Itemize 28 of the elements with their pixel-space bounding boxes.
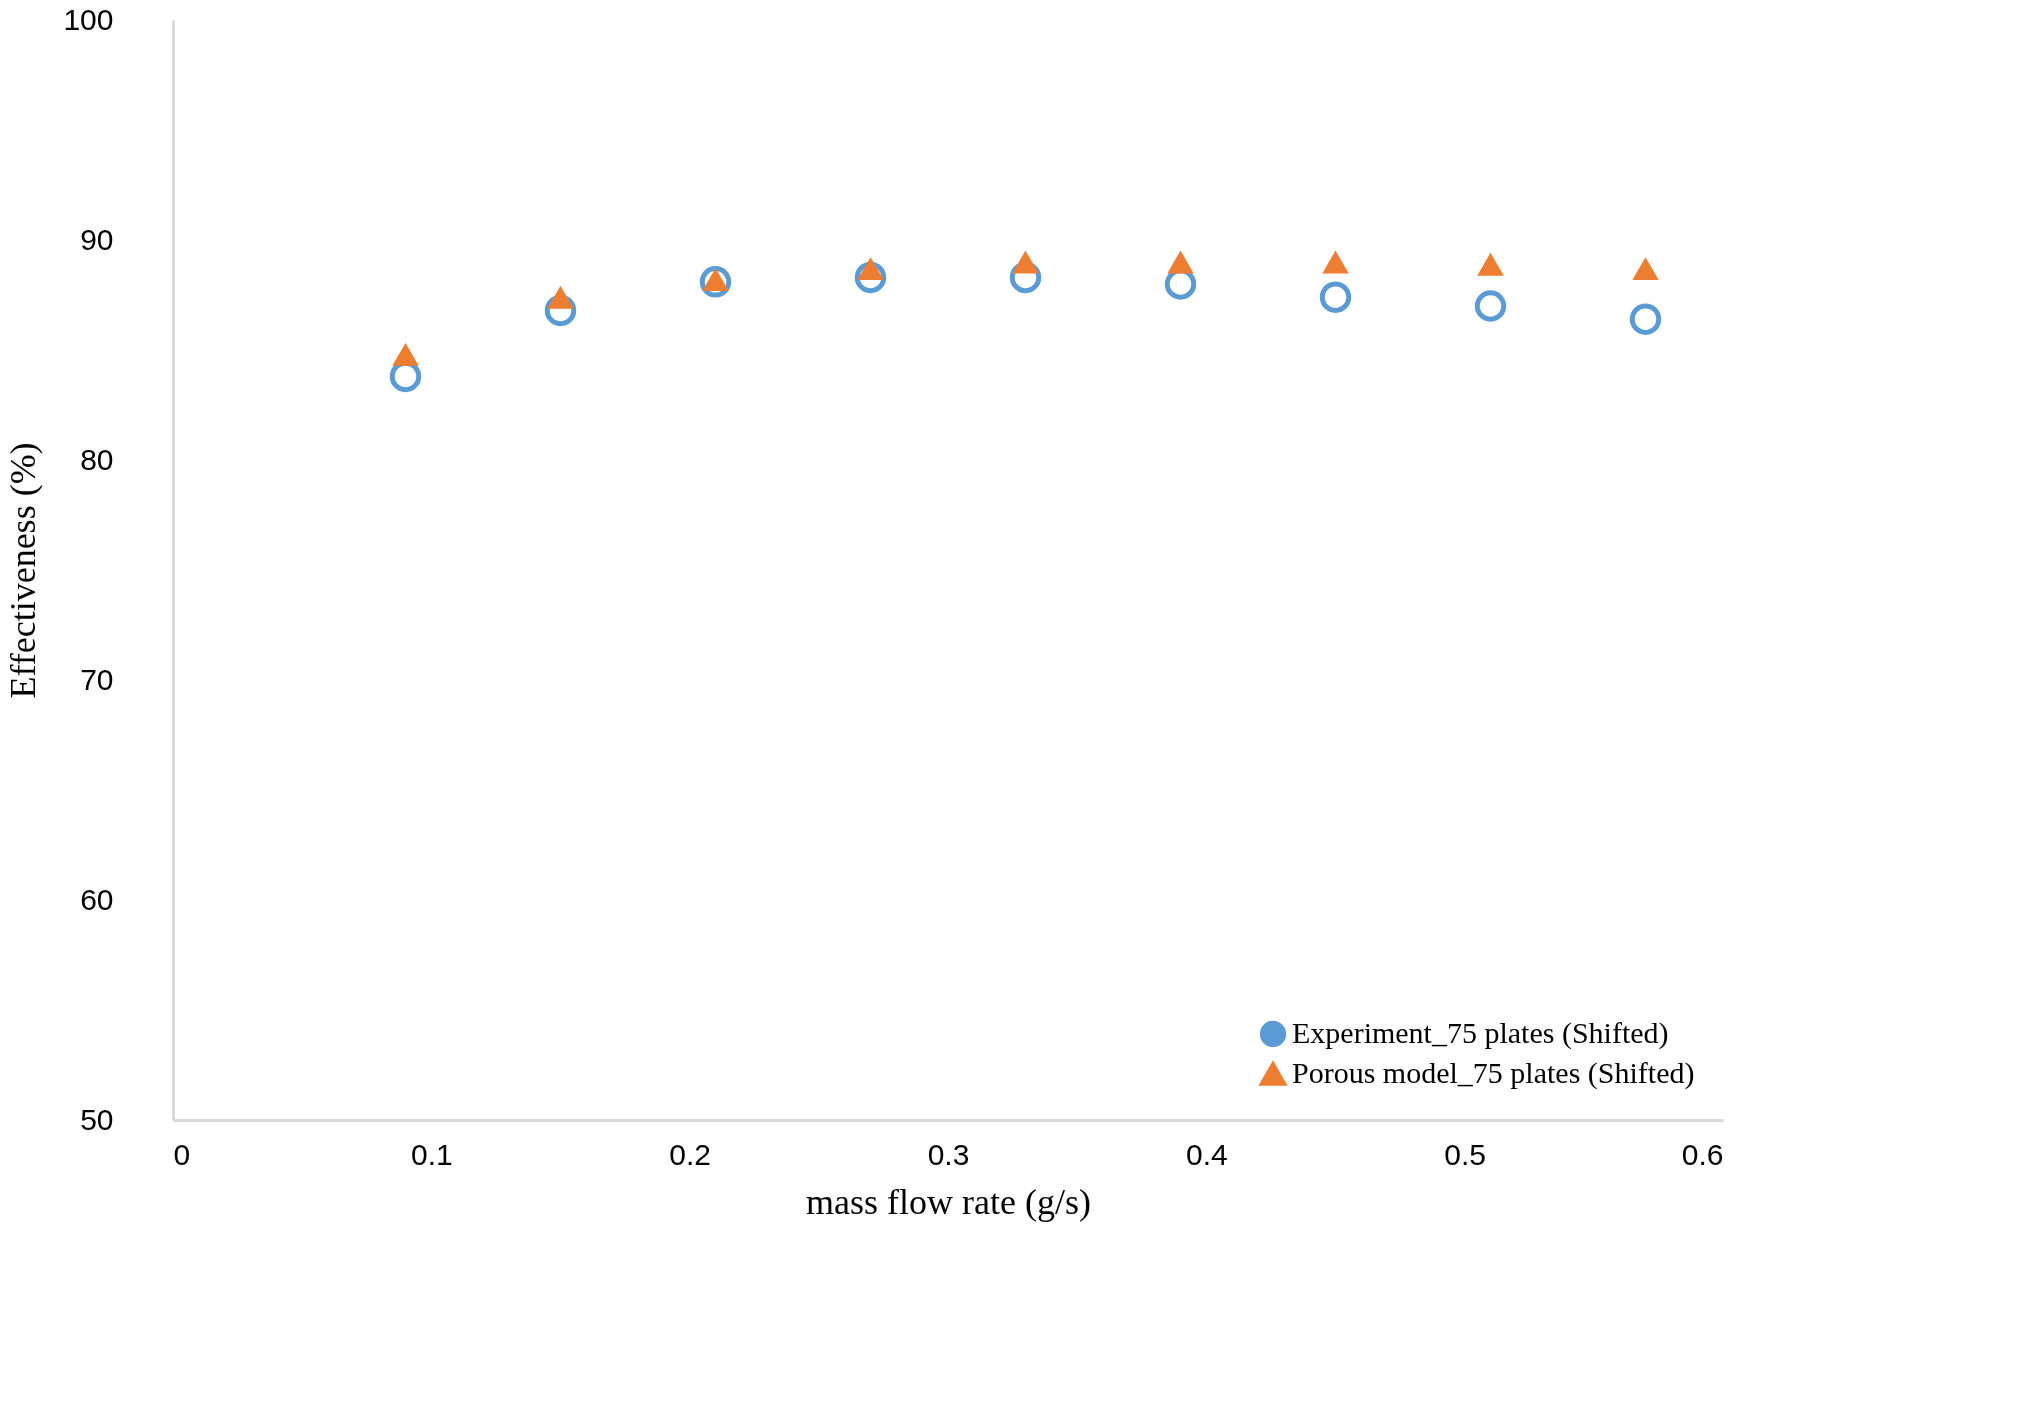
y-tick-label: 80	[80, 442, 114, 476]
point	[1474, 290, 1507, 322]
x-tick-label: 0.2	[669, 1137, 712, 1171]
y-tick-label: 70	[80, 662, 114, 696]
point	[1319, 281, 1352, 313]
point	[392, 342, 419, 366]
point	[547, 285, 574, 309]
y-tick-label: 90	[80, 222, 114, 256]
x-tick-label: 0.5	[1444, 1137, 1487, 1171]
legend-label: Porous model_75 plates (Shifted)	[1292, 1056, 1695, 1090]
x-tick-label: 0.4	[1185, 1137, 1228, 1171]
point	[1629, 303, 1662, 335]
y-tick-label: 100	[63, 2, 114, 36]
y-axis-title: Effectiveness (%)	[3, 442, 44, 699]
point	[699, 266, 732, 298]
point	[1632, 257, 1659, 281]
point	[1477, 252, 1504, 276]
y-tick-label: 60	[80, 882, 114, 916]
point	[1012, 250, 1039, 274]
x-tick-label: 0.3	[927, 1137, 970, 1171]
y-tick-label: 50	[80, 1102, 114, 1136]
point	[1167, 250, 1194, 274]
point	[1322, 250, 1349, 274]
legend-label: Experiment_75 plates (Shifted)	[1292, 1016, 1669, 1050]
x-tick-label: 0.1	[410, 1137, 453, 1171]
x-tick-label: 0.6	[1681, 1137, 1724, 1171]
x-axis-title: mass flow rate (g/s)	[806, 1181, 1091, 1222]
x-tick-label: 0	[173, 1137, 191, 1171]
